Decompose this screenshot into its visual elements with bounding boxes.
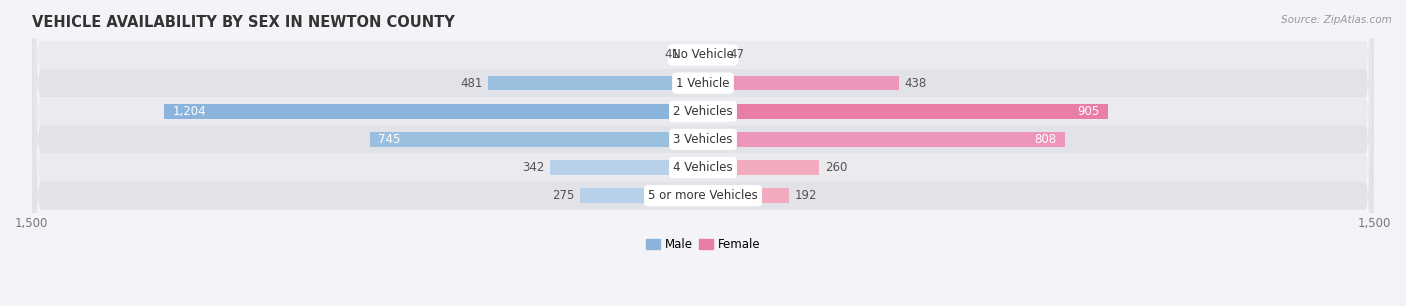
Text: 1,204: 1,204	[172, 105, 205, 118]
Bar	[579, 188, 703, 203]
Text: VEHICLE AVAILABILITY BY SEX IN NEWTON COUNTY: VEHICLE AVAILABILITY BY SEX IN NEWTON CO…	[32, 15, 454, 30]
FancyBboxPatch shape	[32, 0, 1374, 306]
Bar	[703, 160, 820, 175]
Bar	[685, 48, 703, 62]
Text: 745: 745	[378, 133, 401, 146]
FancyBboxPatch shape	[32, 0, 1374, 306]
FancyBboxPatch shape	[32, 0, 1374, 306]
FancyBboxPatch shape	[32, 0, 1374, 306]
Text: 438: 438	[904, 76, 927, 90]
Text: 2 Vehicles: 2 Vehicles	[673, 105, 733, 118]
Text: 342: 342	[522, 161, 544, 174]
Text: 260: 260	[825, 161, 846, 174]
Text: Source: ZipAtlas.com: Source: ZipAtlas.com	[1281, 15, 1392, 25]
Text: 192: 192	[794, 189, 817, 202]
Text: 47: 47	[730, 48, 744, 62]
Bar	[703, 188, 789, 203]
Text: 808: 808	[1035, 133, 1056, 146]
Text: 5 or more Vehicles: 5 or more Vehicles	[648, 189, 758, 202]
Text: 905: 905	[1078, 105, 1099, 118]
Text: 3 Vehicles: 3 Vehicles	[673, 133, 733, 146]
Bar	[703, 76, 898, 91]
Text: 275: 275	[553, 189, 575, 202]
Bar	[550, 160, 703, 175]
Bar	[370, 132, 703, 147]
FancyBboxPatch shape	[32, 0, 1374, 306]
Text: 1 Vehicle: 1 Vehicle	[676, 76, 730, 90]
Bar	[703, 132, 1064, 147]
Text: 4 Vehicles: 4 Vehicles	[673, 161, 733, 174]
Bar	[703, 104, 1108, 119]
FancyBboxPatch shape	[32, 0, 1374, 306]
Text: 481: 481	[460, 76, 482, 90]
Bar	[703, 48, 724, 62]
Bar	[488, 76, 703, 91]
Bar	[165, 104, 703, 119]
Text: No Vehicle: No Vehicle	[672, 48, 734, 62]
Legend: Male, Female: Male, Female	[641, 233, 765, 256]
Text: 41: 41	[664, 48, 679, 62]
